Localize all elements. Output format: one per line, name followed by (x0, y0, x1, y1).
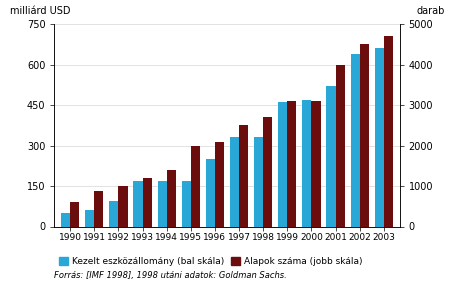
Bar (94, 191, 104, 226)
Bar (263, 117, 272, 226)
Bar (167, 170, 176, 226)
Bar (191, 146, 200, 226)
Bar (302, 100, 311, 226)
Bar (61, 213, 70, 226)
Bar (143, 178, 152, 226)
Bar (239, 125, 248, 226)
Text: darab: darab (416, 6, 444, 16)
Bar (182, 182, 191, 226)
Bar (109, 201, 118, 226)
Text: milliárd USD: milliárd USD (10, 6, 70, 16)
Bar (70, 202, 79, 226)
Bar (384, 36, 393, 226)
Bar (85, 210, 94, 226)
Bar (206, 159, 215, 226)
Bar (336, 65, 345, 226)
Bar (360, 44, 369, 226)
Bar (326, 86, 336, 226)
Bar (254, 137, 263, 226)
Bar (118, 186, 128, 226)
Bar (133, 181, 143, 226)
Bar (158, 182, 167, 226)
Text: Forrás: [IMF 1998], 1998 utáni adatok: Goldman Sachs.: Forrás: [IMF 1998], 1998 utáni adatok: G… (54, 271, 287, 280)
Legend: Kezelt eszközállomány (bal skála), Alapok száma (jobb skála): Kezelt eszközállomány (bal skála), Alapo… (59, 257, 362, 266)
Bar (311, 101, 321, 226)
Bar (230, 137, 239, 226)
Bar (375, 48, 384, 226)
Bar (278, 102, 287, 226)
Bar (287, 101, 296, 226)
Bar (215, 142, 224, 226)
Bar (350, 54, 360, 227)
